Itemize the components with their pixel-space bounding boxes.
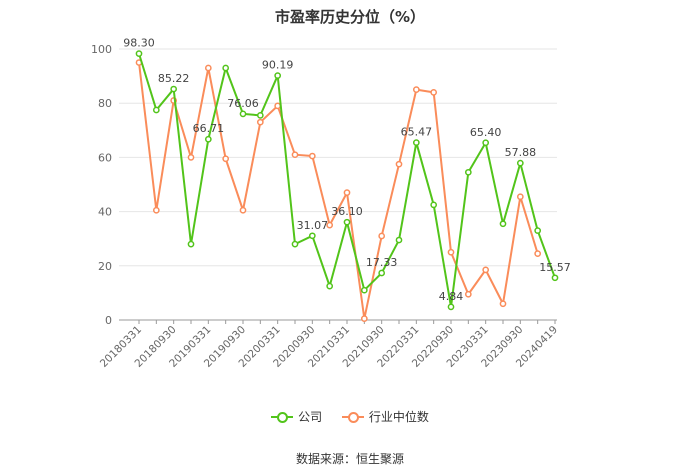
- data-point-company: [360, 286, 368, 294]
- data-point-company: [447, 303, 455, 311]
- data-point-company: [343, 218, 351, 226]
- legend-label-company: 公司: [298, 410, 323, 424]
- data-point-company: [222, 64, 230, 72]
- chart-legend: 公司 行业中位数: [0, 408, 700, 426]
- data-point-industry-median: [534, 250, 542, 257]
- data-point-company: [482, 139, 490, 147]
- data-point-industry-median: [412, 86, 420, 94]
- y-tick-label: 20: [98, 260, 112, 273]
- data-label: 4.84: [439, 290, 464, 303]
- data-point-company: [412, 139, 420, 146]
- data-label: 31.07: [297, 219, 329, 232]
- legend-swatch-industry-median: [341, 411, 364, 423]
- data-label: 85.22: [158, 72, 190, 85]
- data-label: 36.10: [331, 205, 363, 218]
- data-point-company: [464, 168, 472, 176]
- series-line-company: [138, 53, 556, 308]
- data-label: 15.57: [539, 261, 571, 274]
- data-point-company: [239, 110, 247, 118]
- data-point-industry-median: [360, 315, 368, 322]
- data-point-company: [152, 106, 160, 114]
- data-label: 57.88: [505, 146, 537, 159]
- data-point-company: [516, 159, 524, 167]
- data-point-company: [395, 236, 403, 244]
- data-point-industry-median: [516, 193, 524, 201]
- data-label: 65.47: [401, 126, 433, 139]
- y-tick-label: 100: [91, 43, 112, 56]
- data-point-company: [378, 269, 386, 277]
- data-point-company: [430, 201, 438, 209]
- data-point-company: [551, 274, 559, 282]
- data-label: 65.40: [470, 126, 502, 139]
- legend-item-company[interactable]: 公司: [271, 408, 322, 425]
- pe-percentile-chart: 0204060801002018033120180930201903312019…: [91, 37, 571, 370]
- data-point-company: [308, 232, 316, 240]
- data-point-industry-median: [239, 206, 247, 214]
- data-point-industry-median: [222, 155, 230, 163]
- data-point-company: [499, 220, 507, 228]
- y-tick-label: 40: [98, 206, 112, 219]
- data-label: 66.71: [193, 122, 225, 135]
- data-point-industry-median: [447, 248, 455, 256]
- data-point-industry-median: [152, 206, 160, 214]
- data-label: 90.19: [262, 59, 294, 72]
- data-source: 数据来源：恒生聚源: [295, 452, 404, 466]
- data-point-company: [187, 240, 195, 248]
- chart-title: 市盈率历史分位（%）: [274, 8, 426, 26]
- y-tick-label: 80: [98, 97, 112, 110]
- data-label: 76.06: [227, 97, 259, 110]
- data-point-company: [534, 227, 542, 234]
- data-point-industry-median: [204, 64, 212, 72]
- data-point-industry-median: [291, 151, 299, 159]
- data-point-industry-median: [343, 189, 351, 196]
- y-tick-label: 0: [105, 314, 112, 327]
- series-line-industry-median: [138, 62, 539, 320]
- data-point-industry-median: [378, 232, 386, 240]
- data-point-company: [274, 72, 282, 79]
- y-tick-label: 60: [98, 151, 112, 164]
- data-point-company: [256, 112, 264, 119]
- data-point-industry-median: [256, 118, 264, 126]
- data-point-company: [204, 135, 212, 143]
- legend-label-industry-median: 行业中位数: [368, 410, 429, 424]
- data-point-industry-median: [499, 300, 507, 308]
- data-point-industry-median: [430, 89, 438, 96]
- data-point-industry-median: [187, 154, 195, 161]
- data-point-company: [291, 240, 299, 248]
- data-point-industry-median: [308, 152, 316, 160]
- legend-item-industry-median[interactable]: 行业中位数: [341, 408, 429, 425]
- data-point-company: [135, 50, 143, 57]
- data-point-industry-median: [464, 290, 472, 298]
- data-point-company: [326, 282, 334, 290]
- data-label: 98.30: [123, 37, 155, 50]
- data-point-industry-median: [482, 266, 490, 274]
- data-point-company: [170, 85, 178, 93]
- legend-swatch-company: [271, 411, 294, 423]
- data-point-industry-median: [326, 221, 334, 229]
- data-point-industry-median: [395, 160, 403, 168]
- data-point-industry-median: [274, 102, 282, 110]
- data-label: 17.33: [366, 256, 398, 269]
